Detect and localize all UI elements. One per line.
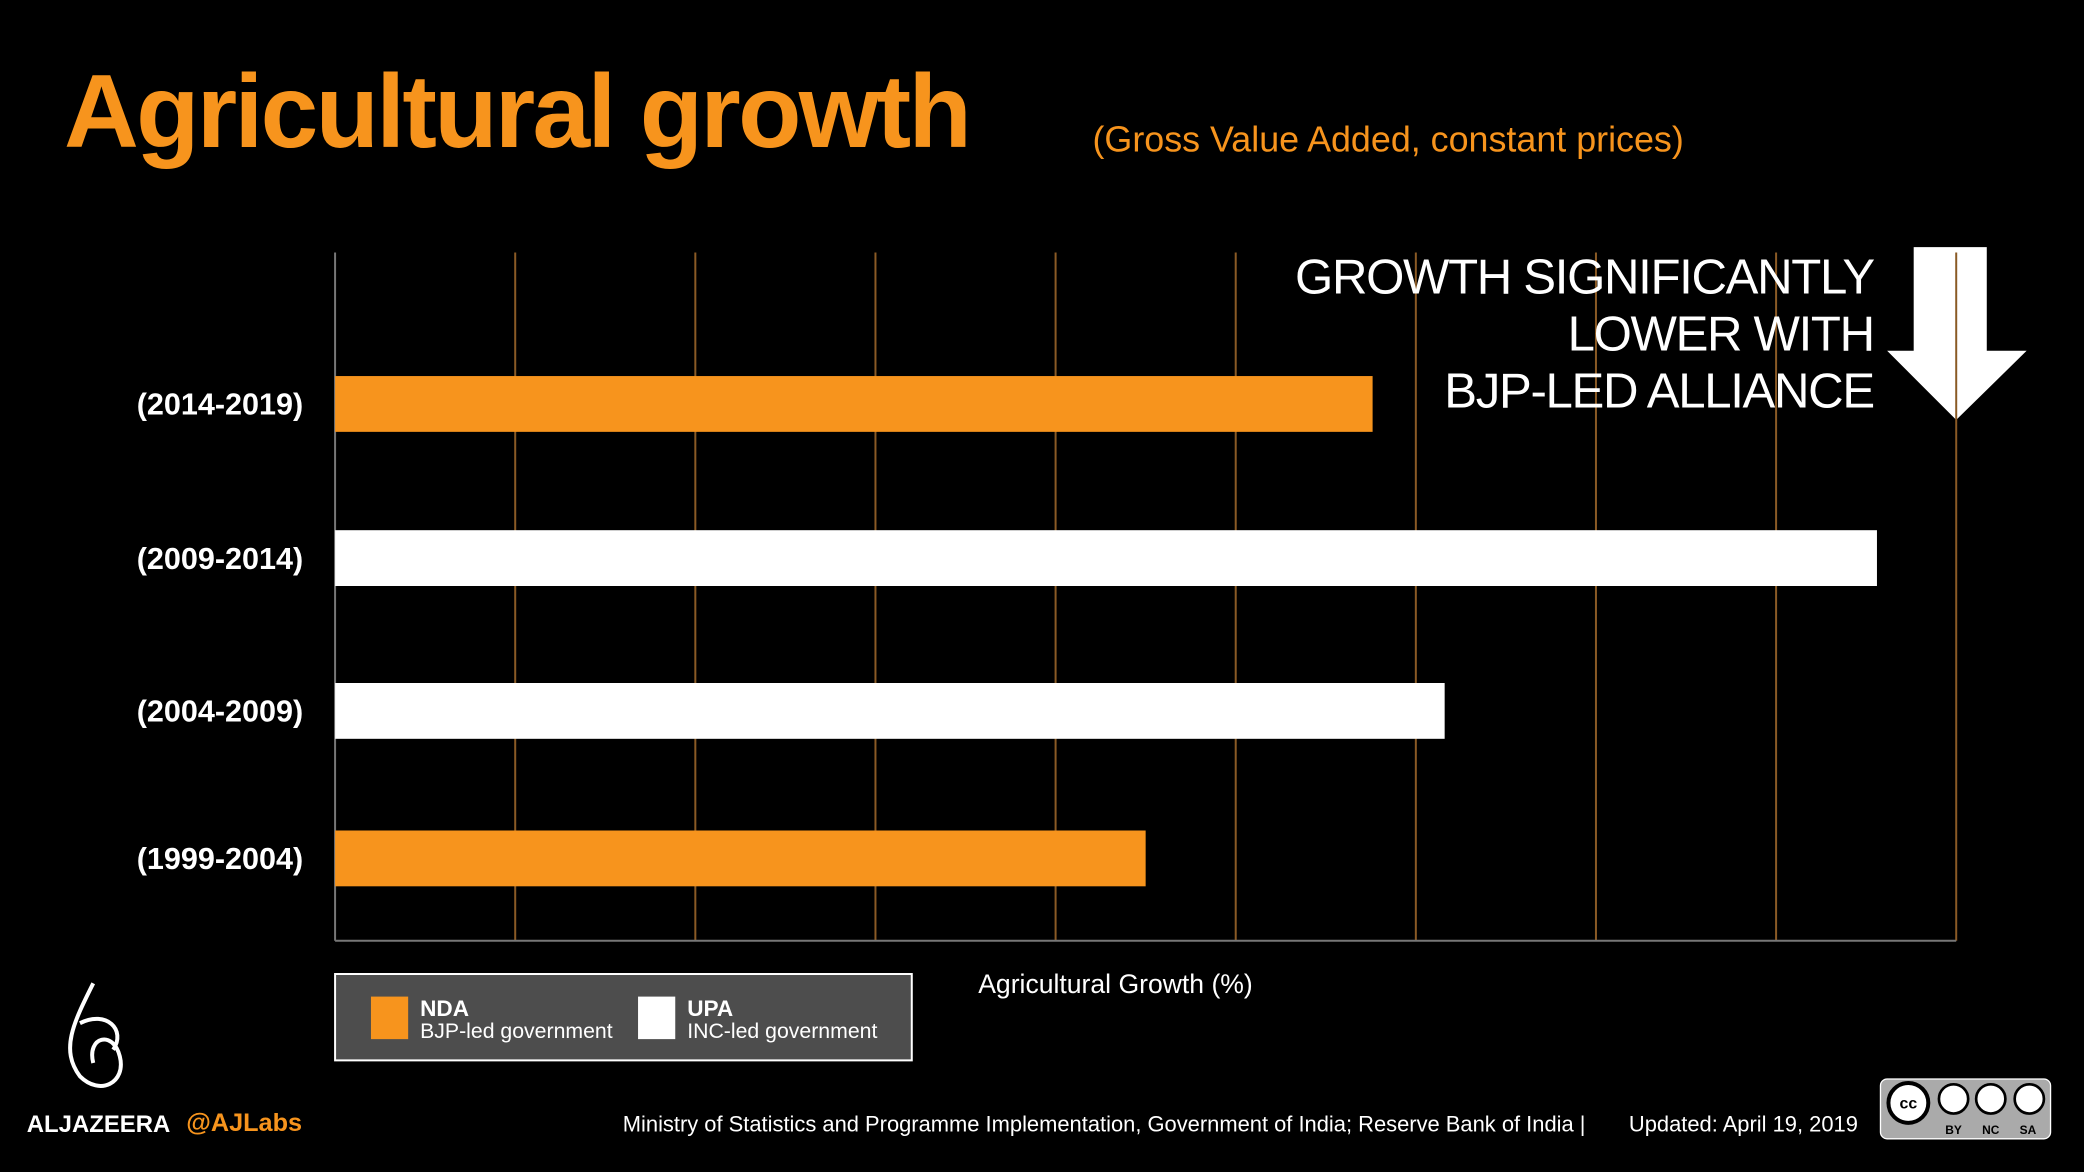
handle: @AJLabs [186, 1109, 302, 1137]
license-label: SA [2020, 1123, 2037, 1137]
logo-mark [68, 982, 123, 1088]
y-tick-label: (2009-2014) [137, 542, 303, 576]
chart-title: Agricultural growth [64, 53, 969, 169]
bar [335, 683, 1445, 739]
annotation: BJP-LED ALLIANCE [1444, 364, 1874, 419]
brand: ALJAZEERA [27, 1111, 170, 1138]
license-badge: cc [1879, 1078, 2052, 1140]
x-axis-label: Agricultural Growth (%) [978, 969, 1253, 999]
source: Ministry of Statistics and Programme Imp… [623, 1111, 1586, 1136]
y-tick-label: (1999-2004) [137, 842, 303, 876]
bar [335, 830, 1146, 887]
updated: Updated: April 19, 2019 [1629, 1111, 1858, 1136]
legend-box [334, 973, 913, 1062]
legend-swatch [370, 996, 409, 1040]
license-label: NC [1982, 1123, 2000, 1137]
legend-description: BJP-led government [420, 1019, 613, 1043]
y-tick-label: (2004-2009) [137, 695, 303, 729]
annotation: LOWER WITH [1568, 306, 1874, 361]
legend-label: NDA [420, 996, 469, 1021]
bar [335, 530, 1877, 586]
annotation: GROWTH SIGNIFICANTLY [1295, 249, 1874, 304]
legend-label: UPA [687, 996, 733, 1021]
legend-description: INC-led government [687, 1019, 877, 1043]
license-label: BY [1945, 1123, 1962, 1137]
svg-text:cc: cc [1900, 1095, 1918, 1112]
bar [335, 376, 1373, 432]
legend-swatch [638, 996, 676, 1040]
chart-subtitle: (Gross Value Added, constant prices) [1092, 120, 1683, 160]
y-tick-label: (2014-2019) [137, 388, 303, 422]
